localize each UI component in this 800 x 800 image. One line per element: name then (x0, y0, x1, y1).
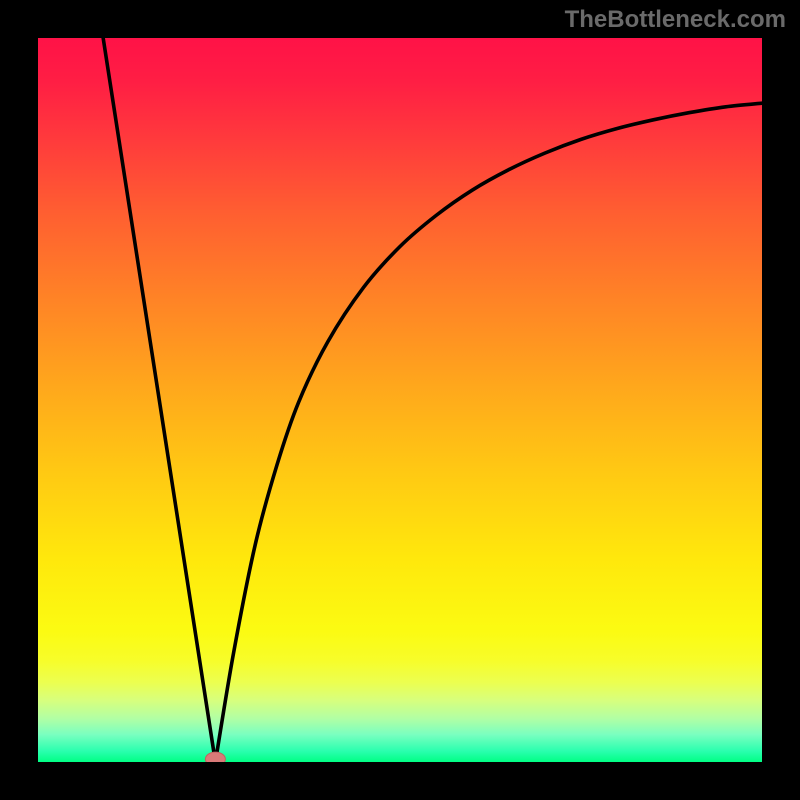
watermark-text: TheBottleneck.com (565, 6, 786, 34)
plot-background-gradient (38, 38, 762, 762)
bottleneck-chart (0, 0, 800, 800)
